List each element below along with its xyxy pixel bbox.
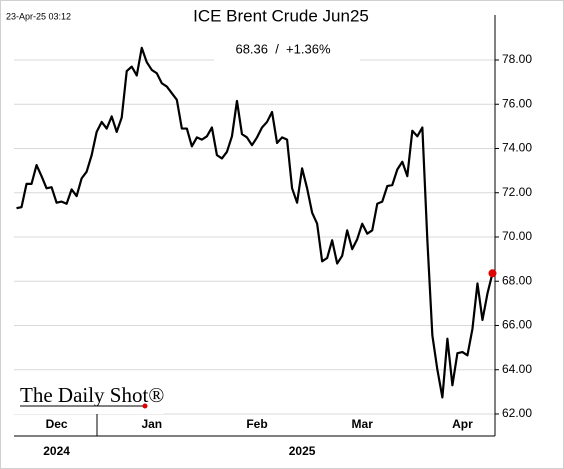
- y-tick-label: 72.00: [502, 185, 532, 199]
- y-tick-label: 78.00: [502, 52, 532, 66]
- logo: The Daily Shot®: [20, 383, 164, 407]
- subtitle-box: [214, 38, 360, 62]
- y-tick-label: 62.00: [502, 406, 532, 420]
- x-tick-label: Mar: [352, 417, 374, 431]
- x-tick-label: Jan: [141, 417, 162, 431]
- chart-title: ICE Brent Crude Jun25: [193, 6, 369, 25]
- y-tick-label: 64.00: [502, 362, 532, 376]
- y-tick-label: 74.00: [502, 141, 532, 155]
- y-tick-label: 76.00: [502, 96, 532, 110]
- price-line: [16, 46, 494, 399]
- y-tick-label: 68.00: [502, 273, 532, 287]
- logo-box: [14, 380, 164, 414]
- last-point: [488, 269, 497, 278]
- timestamp: 23-Apr-25 03:12: [6, 11, 71, 21]
- logo-dot: [142, 403, 148, 409]
- subtitle: 68.36 / +1.36%: [235, 41, 330, 56]
- x-tick-label: Feb: [246, 417, 267, 431]
- y-tick-label: 70.00: [502, 229, 532, 243]
- y-tick-label: 66.00: [502, 318, 532, 332]
- x-tick-label: Dec: [46, 417, 68, 431]
- year-label: 2024: [43, 444, 70, 458]
- year-label: 2025: [289, 444, 316, 458]
- x-tick-label: Apr: [452, 417, 473, 431]
